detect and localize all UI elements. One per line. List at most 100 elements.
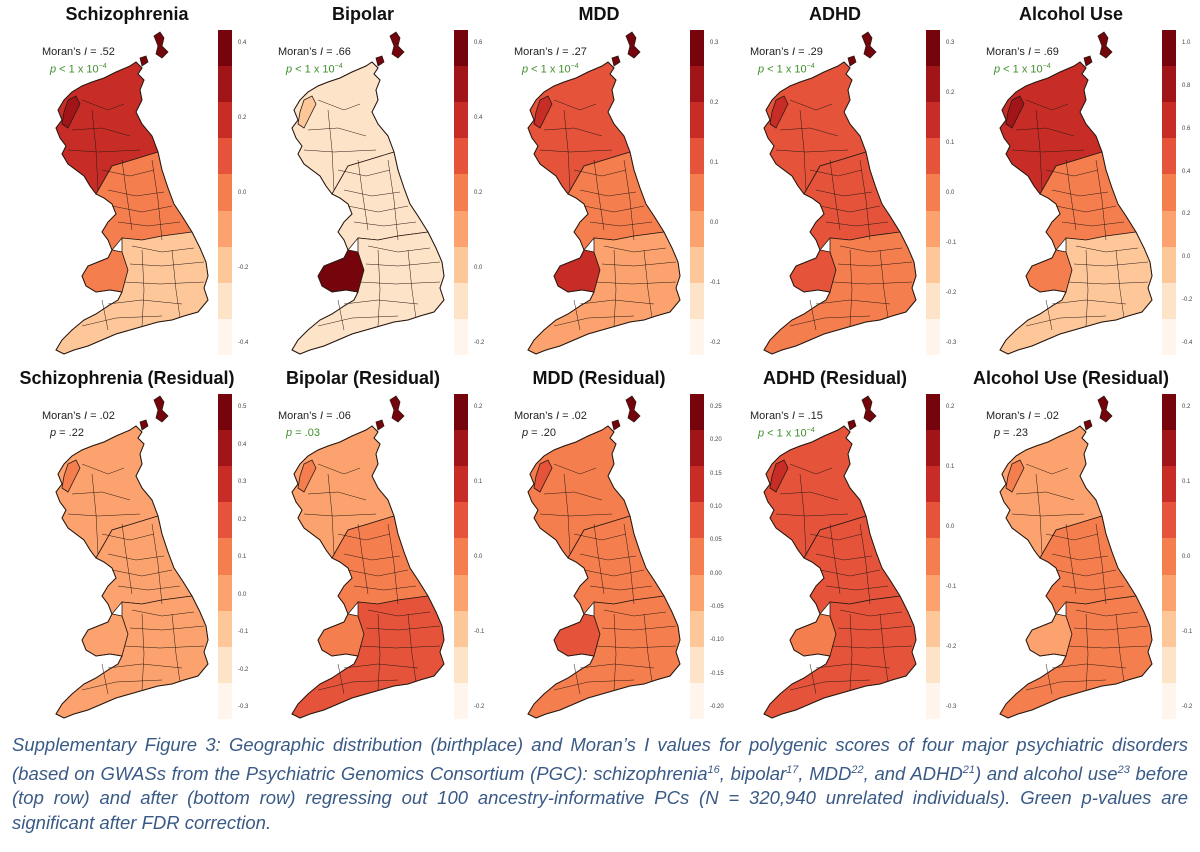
district-boundary — [579, 663, 655, 669]
legend-swatch — [218, 174, 232, 211]
legend-swatch — [926, 102, 940, 139]
choropleth-map — [999, 395, 1153, 719]
legend-swatch — [926, 430, 940, 467]
morans-i-label: Moran’s I = .15 — [750, 410, 823, 422]
legend-tick-label: -0.05 — [710, 604, 724, 610]
coastline — [291, 425, 445, 719]
district-boundary — [829, 523, 841, 595]
map-region-south — [763, 231, 917, 355]
legend-swatch — [926, 66, 940, 103]
legend-swatch — [1162, 394, 1176, 431]
district-boundary — [117, 221, 181, 227]
legend-swatch — [1162, 30, 1176, 67]
legend-swatch — [454, 174, 468, 211]
map-region-west — [81, 613, 129, 657]
legend-swatch — [690, 574, 704, 611]
district-boundary — [347, 205, 409, 213]
map-region-west — [553, 613, 601, 657]
district-boundary — [809, 663, 817, 695]
legend-swatch — [454, 102, 468, 139]
district-boundary — [347, 569, 409, 577]
district-boundary — [407, 613, 417, 683]
legend-swatch — [926, 138, 940, 175]
district-boundary — [815, 189, 873, 197]
coastline — [999, 61, 1153, 355]
map-region-west — [317, 613, 365, 657]
district-boundary — [343, 189, 401, 197]
district-boundary — [839, 609, 903, 617]
district-boundary — [573, 663, 581, 695]
color-legend — [926, 394, 940, 719]
legend-swatch — [218, 466, 232, 503]
island-shetland — [375, 419, 385, 431]
legend-swatch — [1162, 210, 1176, 247]
district-boundary — [539, 149, 613, 153]
legend-swatch — [926, 246, 940, 283]
district-boundary — [1065, 523, 1077, 595]
legend-swatch — [926, 682, 940, 719]
district-boundary — [1075, 609, 1139, 617]
island-shetland — [847, 55, 857, 67]
panel-title: ADHD — [809, 4, 861, 24]
island-shetland — [1097, 395, 1113, 423]
district-boundary — [1015, 127, 1075, 137]
choropleth-map — [763, 31, 917, 355]
district-boundary — [101, 299, 109, 331]
island-shetland — [861, 395, 877, 423]
district-boundary — [101, 169, 155, 177]
island-shetland — [1083, 419, 1093, 431]
district-boundary — [1045, 533, 1099, 541]
district-boundary — [131, 609, 195, 617]
district-boundary — [327, 473, 335, 555]
district-boundary — [387, 159, 399, 241]
district-boundary — [837, 261, 913, 267]
legend-tick-label: 0.8 — [1182, 82, 1191, 89]
island-shetland — [139, 419, 149, 431]
legend-tick-label: 0.4 — [238, 441, 247, 448]
district-boundary — [1085, 613, 1089, 691]
legend-swatch — [218, 282, 232, 319]
district-boundary — [779, 491, 839, 501]
district-boundary — [359, 645, 441, 649]
district-boundary — [539, 513, 613, 517]
legend-tick-label: -0.10 — [710, 637, 724, 644]
district-boundary — [365, 261, 441, 267]
district-boundary — [1085, 249, 1089, 327]
district-boundary — [337, 169, 391, 177]
district-boundary — [91, 109, 99, 191]
district-boundary — [353, 585, 417, 591]
district-boundary — [779, 127, 839, 137]
island-hebrides — [61, 459, 81, 493]
district-boundary — [67, 513, 141, 517]
panel-title: Schizophrenia (Residual) — [19, 368, 235, 388]
legend-tick-label: -0.2 — [238, 265, 249, 271]
legend-swatch — [690, 646, 704, 683]
legend-tick-label: -0.15 — [710, 670, 724, 677]
legend-tick-label: 0.4 — [1182, 168, 1191, 175]
district-boundary — [343, 553, 401, 561]
district-boundary — [553, 679, 635, 691]
district-boundary — [353, 221, 417, 227]
legend-tick-label: -0.2 — [1182, 297, 1193, 304]
district-boundary — [107, 189, 165, 197]
p-value-label: p = .22 — [50, 427, 84, 439]
panel-title: Alcohol Use — [1018, 4, 1124, 24]
district-boundary — [317, 463, 361, 475]
legend-tick-label: 0.2 — [946, 404, 955, 410]
caption-text-4: , and ADHD — [863, 762, 963, 784]
legend-tick-label: -0.3 — [946, 340, 957, 346]
legend-swatch — [690, 430, 704, 467]
panel-title: MDD (Residual) — [532, 368, 666, 388]
legend-swatch — [218, 138, 232, 175]
legend-swatch — [1162, 574, 1176, 611]
legend-swatch — [690, 394, 704, 431]
legend-tick-label: 0.05 — [710, 537, 722, 544]
district-boundary — [317, 679, 399, 691]
district-boundary — [327, 109, 335, 191]
island-hebrides — [769, 95, 789, 129]
district-boundary — [563, 109, 571, 191]
choropleth-map — [527, 395, 681, 719]
district-boundary — [1067, 281, 1149, 285]
choropleth-map — [291, 31, 445, 355]
morans-i-label: Moran’s I = .29 — [750, 46, 823, 58]
